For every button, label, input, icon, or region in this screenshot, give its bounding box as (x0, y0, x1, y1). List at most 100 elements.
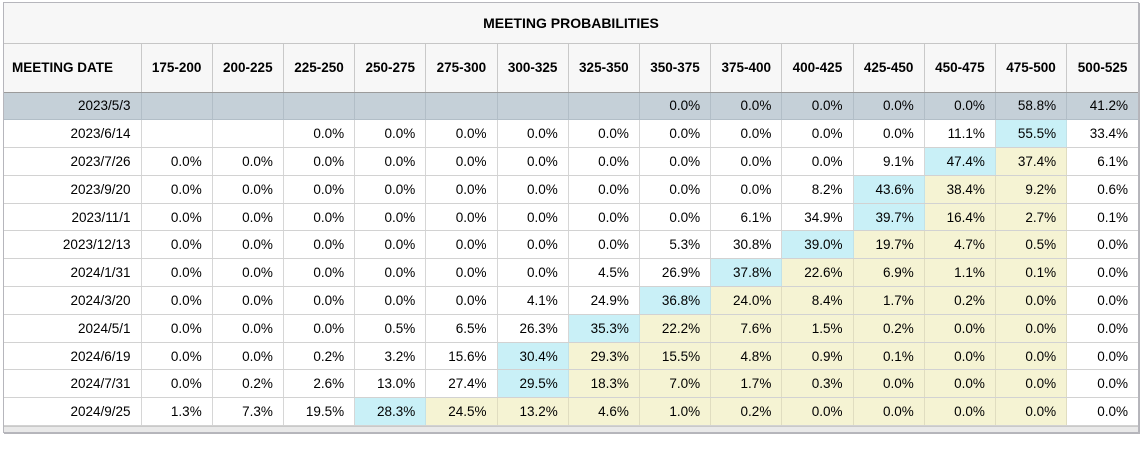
probability-cell: 0.0% (283, 175, 356, 204)
probability-cell: 24.5% (425, 397, 498, 427)
probability-cell: 6.1% (1066, 147, 1138, 176)
probability-cell: 13.2% (497, 397, 569, 427)
probability-cell: 0.0% (568, 175, 640, 204)
column-header-425-450: 425-450 (853, 44, 925, 93)
probability-cell: 0.0% (639, 92, 712, 121)
probability-cell: 26.9% (639, 258, 712, 288)
meeting-date-cell: 2023/6/14 (4, 119, 142, 149)
table-row-2024-5-1[interactable]: 2024/5/1 0.0% 0.0% 0.0% 0.5% 6.5% 26.3% 35.3% 22… (4, 314, 1138, 343)
probability-cell: 0.0% (710, 175, 783, 204)
probability-cell: 0.0% (568, 230, 640, 260)
probability-cell: 0.0% (853, 397, 925, 427)
table-row-2023-6-14[interactable]: 2023/6/14 0.0% 0.0% 0.0% 0.0% 0.0% 0.0% 0.0% 0.0… (4, 119, 1138, 149)
probability-cell: 4.8% (710, 342, 783, 371)
table-row-2023-7-26[interactable]: 2023/7/26 0.0% 0.0% 0.0% 0.0% 0.0% 0.0% 0.0% 0.0… (4, 147, 1138, 176)
table-row-2023-12-13[interactable]: 2023/12/13 0.0% 0.0% 0.0% 0.0% 0.0% 0.0% 0.0% 5.… (4, 230, 1138, 260)
probability-cell: 0.0% (995, 314, 1068, 343)
probability-cell: 26.3% (497, 314, 569, 343)
probability-cell: 1.7% (853, 286, 925, 315)
probability-cell: 2.6% (283, 369, 356, 399)
table-row-2024-7-31[interactable]: 2024/7/31 0.0% 0.2% 2.6% 13.0% 27.4% 29.5% 18.3… (4, 369, 1138, 399)
probability-cell: 0.0% (283, 147, 356, 176)
probability-cell: 6.1% (710, 203, 783, 232)
probability-cell: 0.2% (853, 314, 925, 343)
probability-cell: 0.0% (212, 230, 284, 260)
probability-cell: 47.4% (924, 147, 996, 176)
column-header-300-325: 300-325 (497, 44, 569, 93)
table-row-2024-1-31[interactable]: 2024/1/31 0.0% 0.0% 0.0% 0.0% 0.0% 0.0% 4.5% 26.… (4, 258, 1138, 288)
meeting-date-cell: 2024/3/20 (4, 286, 142, 315)
probability-cell: 0.0% (639, 147, 712, 176)
probability-cell: 4.6% (568, 397, 640, 427)
probability-cell: 33.4% (1066, 119, 1138, 149)
probability-cell: 36.8% (639, 286, 712, 315)
probability-cell: 0.5% (354, 314, 427, 343)
probability-cell: 9.2% (995, 175, 1068, 204)
probability-cell: 0.0% (283, 203, 356, 232)
probability-cell: 0.0% (212, 175, 284, 204)
probability-cell: 0.0% (212, 203, 284, 232)
probability-cell: 0.0% (1066, 286, 1138, 315)
meeting-date-cell: 2023/9/20 (4, 175, 142, 204)
table-row-2023-9-20[interactable]: 2023/9/20 0.0% 0.0% 0.0% 0.0% 0.0% 0.0% 0.0% 0.0… (4, 175, 1138, 204)
probability-cell: 39.0% (781, 230, 854, 260)
probability-cell (141, 119, 213, 149)
probability-cell: 0.0% (1066, 230, 1138, 260)
probability-cell: 0.0% (1066, 369, 1138, 399)
probability-cell: 7.0% (639, 369, 712, 399)
probability-cell: 37.4% (995, 147, 1068, 176)
table-row-2023-11-1[interactable]: 2023/11/1 0.0% 0.0% 0.0% 0.0% 0.0% 0.0% 0.0% 0.0… (4, 203, 1138, 232)
probability-cell: 0.0% (354, 258, 427, 288)
probability-cell: 0.0% (425, 147, 498, 176)
meeting-date-cell: 2023/11/1 (4, 203, 142, 232)
table-row-2024-3-20[interactable]: 2024/3/20 0.0% 0.0% 0.0% 0.0% 0.0% 4.1% 24.9% 36… (4, 286, 1138, 315)
probability-cell: 0.0% (924, 342, 996, 371)
probability-cell: 0.0% (497, 258, 569, 288)
probability-cell: 41.2% (1066, 92, 1138, 121)
probability-cell: 0.0% (1066, 397, 1138, 427)
probability-cell: 0.2% (924, 286, 996, 315)
probability-cell: 18.3% (568, 369, 640, 399)
meeting-date-cell: 2024/6/19 (4, 342, 142, 371)
probability-cell: 0.0% (781, 92, 854, 121)
probability-cell: 19.7% (853, 230, 925, 260)
probability-cell: 0.0% (283, 314, 356, 343)
probability-cell: 0.0% (1066, 314, 1138, 343)
table-row-2023-5-3[interactable]: 2023/5/3 0.0% 0.0% 0.0% 0.0% 0.0% 58.8% 41.2% (4, 92, 1138, 121)
probability-cell: 0.0% (141, 258, 213, 288)
probability-cell: 0.0% (710, 92, 783, 121)
probability-cell: 0.0% (924, 369, 996, 399)
meeting-date-cell: 2024/1/31 (4, 258, 142, 288)
probability-cell: 0.0% (212, 286, 284, 315)
probability-cell: 0.0% (639, 203, 712, 232)
probability-cell: 19.5% (283, 397, 356, 427)
probability-cell: 2.7% (995, 203, 1068, 232)
meeting-probabilities-panel: MEETING PROBABILITIES MEETING DATE 175-20… (3, 2, 1139, 434)
probability-cell: 0.0% (141, 369, 213, 399)
probability-cell: 22.2% (639, 314, 712, 343)
column-header-175-200: 175-200 (141, 44, 213, 93)
probability-cell: 0.0% (283, 119, 356, 149)
probability-cell: 0.0% (425, 286, 498, 315)
probabilities-table: MEETING DATE 175-200 200-225 225-250 250-275… (4, 44, 1138, 427)
probability-cell: 1.3% (141, 397, 213, 427)
probability-cell: 0.0% (568, 147, 640, 176)
probability-cell: 24.9% (568, 286, 640, 315)
probability-cell: 0.0% (781, 397, 854, 427)
probability-cell: 3.2% (354, 342, 427, 371)
probability-cell: 0.0% (212, 342, 284, 371)
probability-cell: 0.0% (853, 119, 925, 149)
probability-cell: 0.0% (497, 230, 569, 260)
table-row-2024-9-25[interactable]: 2024/9/25 1.3% 7.3% 19.5% 28.3% 24.5% 13.2% 4.6… (4, 397, 1138, 427)
table-row-2024-6-19[interactable]: 2024/6/19 0.0% 0.0% 0.2% 3.2% 15.6% 30.4% 29.3%… (4, 342, 1138, 371)
probability-cell: 24.0% (710, 286, 783, 315)
column-header-275-300: 275-300 (425, 44, 498, 93)
column-header-350-375: 350-375 (639, 44, 712, 93)
probability-cell: 4.1% (497, 286, 569, 315)
probability-cell: 1.5% (781, 314, 854, 343)
probability-cell: 0.0% (425, 258, 498, 288)
probability-cell: 0.6% (1066, 175, 1138, 204)
probability-cell: 58.8% (995, 92, 1068, 121)
probability-cell: 0.0% (924, 397, 996, 427)
probability-cell: 0.0% (568, 119, 640, 149)
